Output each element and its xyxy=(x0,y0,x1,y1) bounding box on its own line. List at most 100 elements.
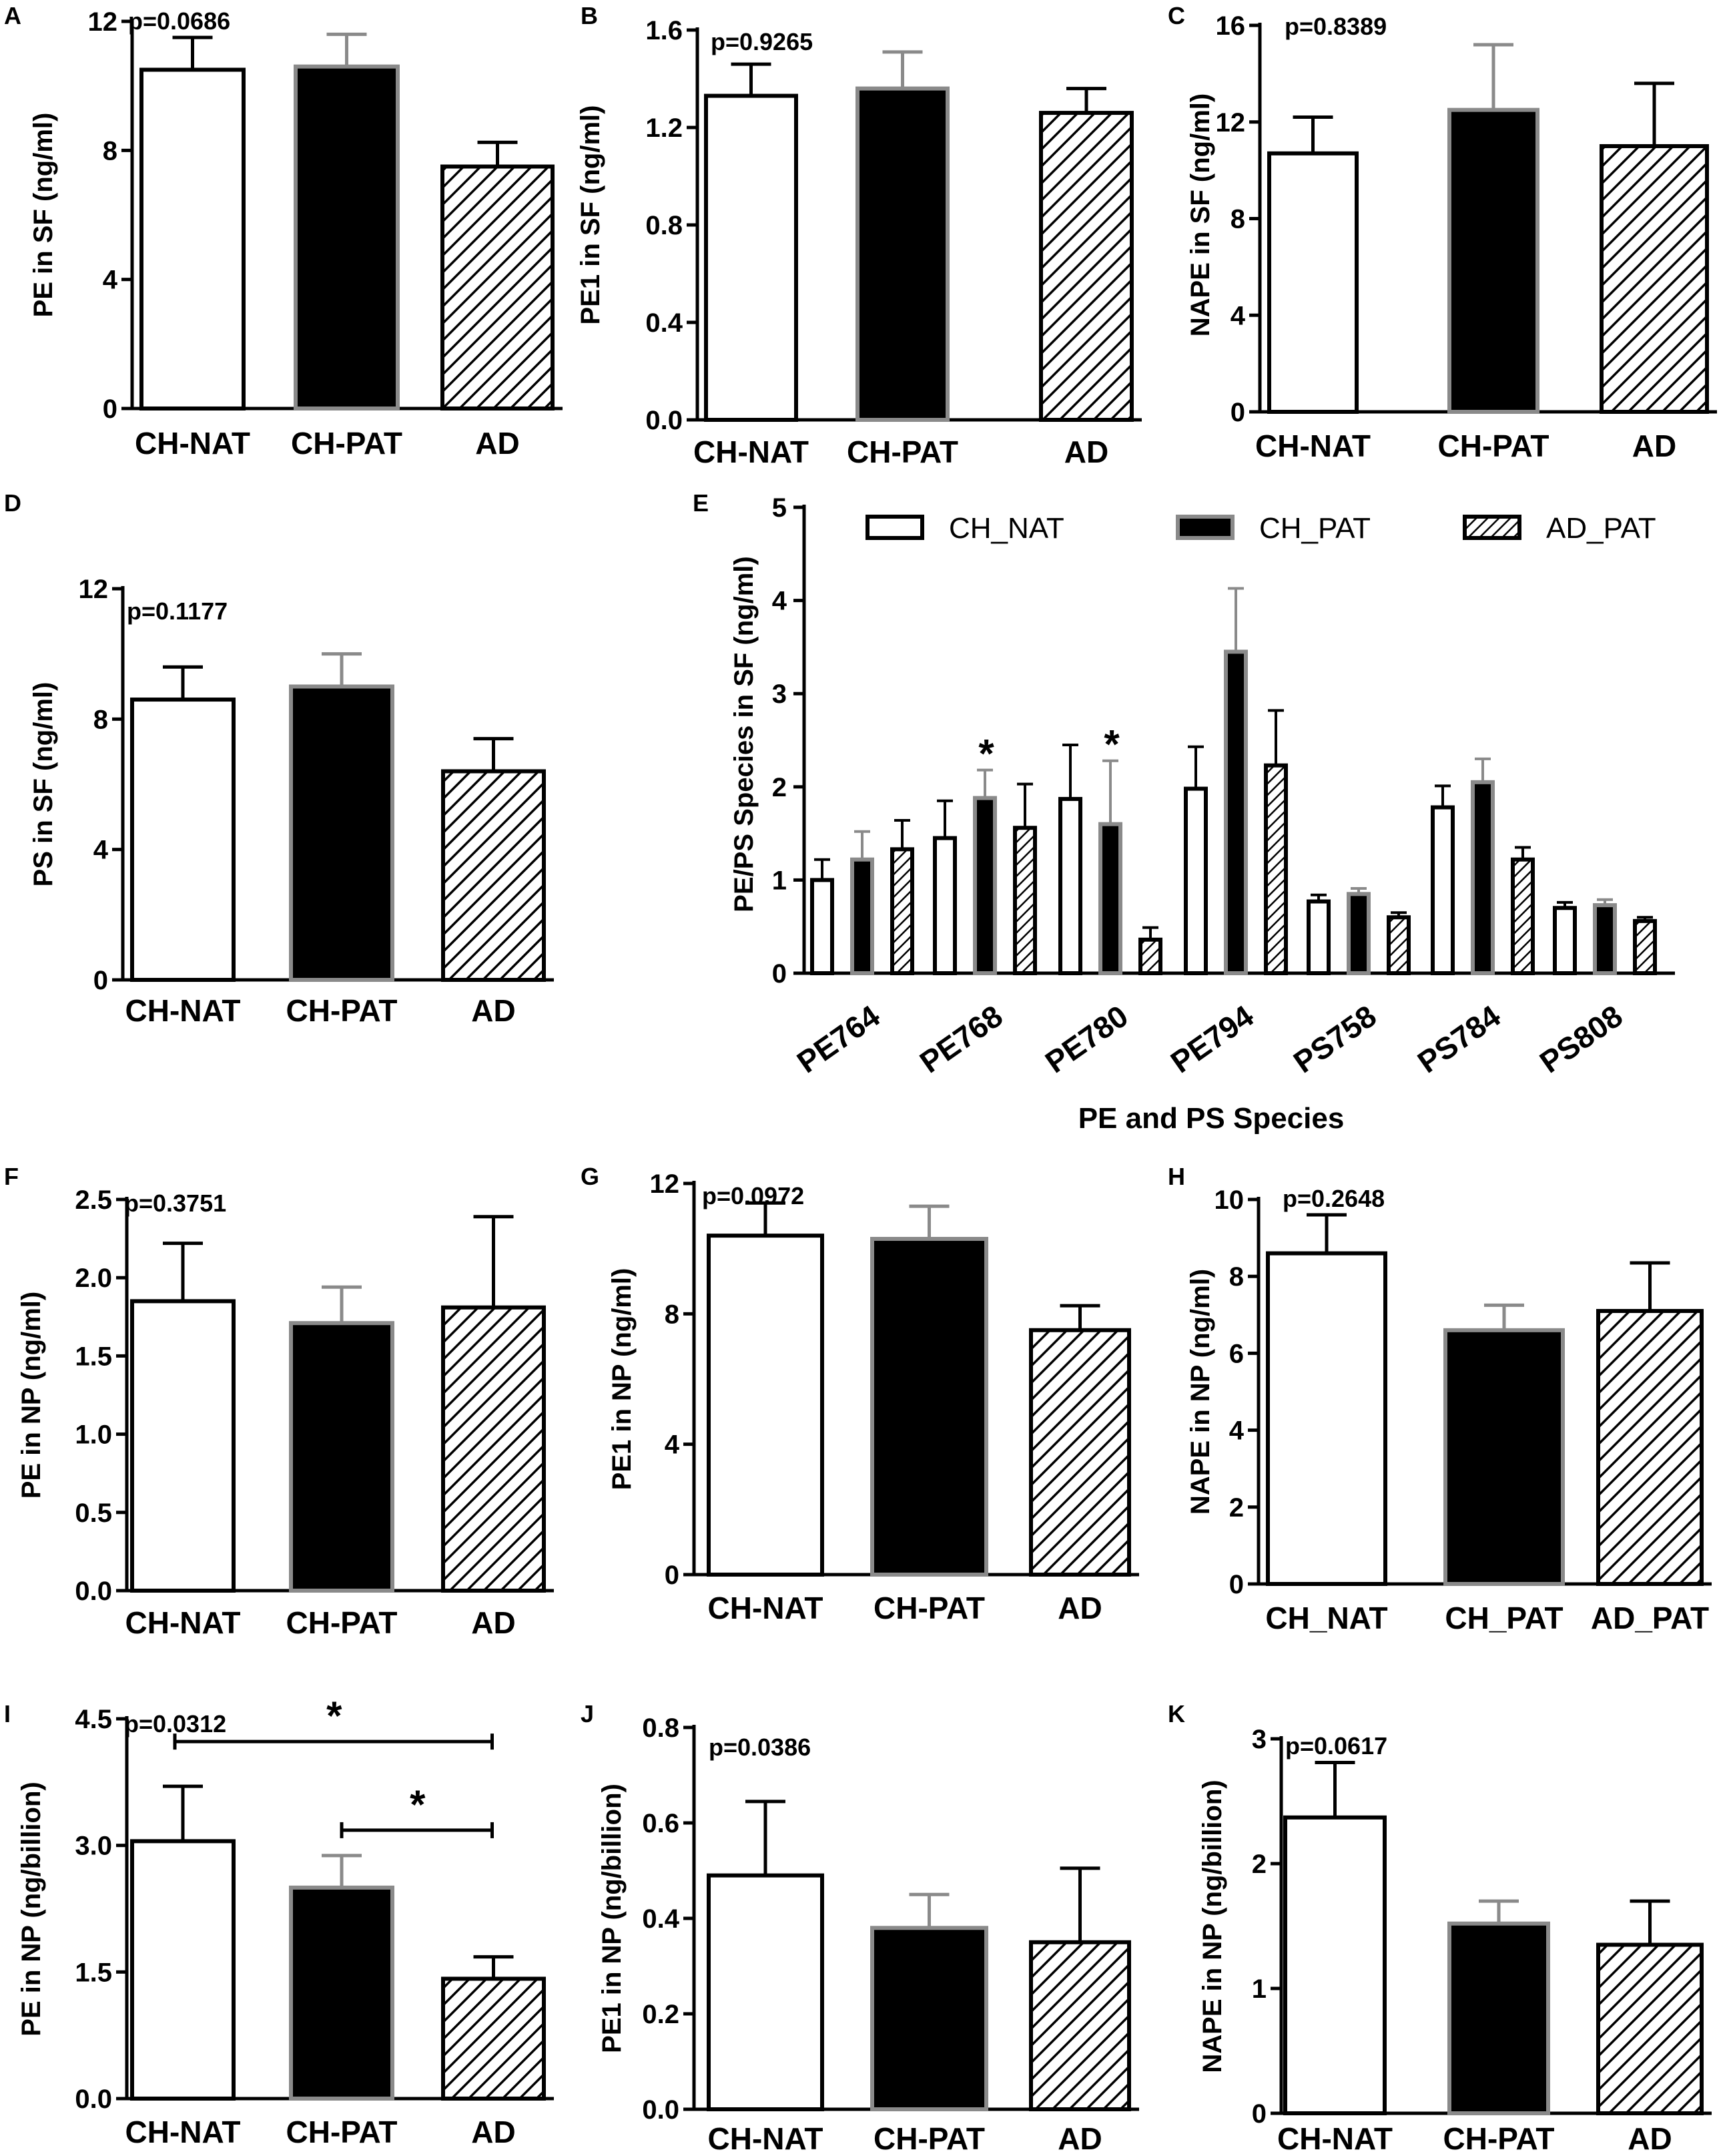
y-tick-label: 1.6 xyxy=(645,16,683,45)
category-label: PE768 xyxy=(914,999,1009,1080)
bar-ch-pat xyxy=(1447,107,1539,414)
bar-ch-nat xyxy=(707,1873,824,2111)
category-label: AD_PAT xyxy=(1591,1601,1709,1635)
bar-ad-pat-pe780 xyxy=(1138,937,1162,976)
panel-letter: I xyxy=(4,1700,11,1727)
panel-f: F 0.0 0.5 1.0 1.5 2.0 2.5 PE in NP (ng/ml) p=0.3… xyxy=(4,1163,554,1640)
bar-ad-pat-ps808 xyxy=(1633,918,1657,975)
y-axis-label: PE/PS Species in SF (ng/ml) xyxy=(729,556,759,912)
bar-ch-nat-pe764 xyxy=(810,878,834,976)
panel-i: I 0.0 1.5 3.0 4.5 PE in NP (ng/billion) p=0.03… xyxy=(4,1693,554,2149)
bar-ch-nat xyxy=(1283,1815,1387,2116)
category-label: AD xyxy=(1058,2121,1102,2156)
panel-letter: G xyxy=(581,1163,599,1190)
y-tick-label: 4 xyxy=(93,836,109,865)
bar-ch-pat-ps784 xyxy=(1471,780,1495,975)
y-tick-label: 0.8 xyxy=(645,211,683,240)
legend-item-ad-pat: AD_PAT xyxy=(1463,512,1656,545)
y-tick-label: 12 xyxy=(88,7,118,37)
y-tick-label: 0 xyxy=(1252,2099,1267,2129)
bar-ch-pat xyxy=(289,1321,394,1593)
y-tick-label: 0 xyxy=(772,959,787,989)
significance-star: * xyxy=(978,732,994,776)
y-tick-label: 0.4 xyxy=(645,308,683,338)
y-tick-label: 2.0 xyxy=(75,1264,112,1293)
y-axis-label: PE1 in SF (ng/ml) xyxy=(576,105,605,325)
y-tick-label: 0.2 xyxy=(642,2000,679,2029)
category-label: CH_PAT xyxy=(1445,1601,1563,1635)
category-label: CH-PAT xyxy=(1438,429,1549,463)
bar-ad-pat-pe764 xyxy=(890,847,914,976)
p-value: p=0.0312 xyxy=(124,1710,226,1737)
y-axis-label: NAPE in NP (ng/ml) xyxy=(1186,1269,1215,1515)
y-tick-label: 3 xyxy=(1252,1725,1267,1754)
legend-swatch xyxy=(1463,515,1521,540)
category-label: CH-PAT xyxy=(286,1605,398,1640)
category-label: CH-PAT xyxy=(874,2121,985,2156)
y-tick-label: 0.0 xyxy=(642,2095,679,2125)
category-label: PE794 xyxy=(1164,998,1260,1079)
p-value: p=0.0686 xyxy=(128,7,230,35)
category-label: AD xyxy=(1632,429,1676,463)
category-label: CH-PAT xyxy=(291,426,402,461)
panel-letter: C xyxy=(1168,2,1185,29)
bar-ch-nat-pe768 xyxy=(933,836,957,975)
y-tick-label: 16 xyxy=(1216,11,1246,41)
y-axis-label: NAPE in SF (ng/ml) xyxy=(1186,93,1215,336)
category-label: CH-NAT xyxy=(125,1605,241,1640)
bar-ch-pat xyxy=(855,86,950,422)
y-tick-label: 0 xyxy=(103,394,117,424)
y-tick-label: 0.8 xyxy=(642,1713,679,1743)
bar-ad xyxy=(441,1305,546,1593)
y-tick-label: 8 xyxy=(93,705,108,734)
bar-ch-pat xyxy=(870,1237,988,1577)
y-tick-label: 4 xyxy=(1231,301,1246,330)
bar-ch-pat xyxy=(1443,1328,1565,1586)
bar-ch-nat-ps784 xyxy=(1431,805,1455,975)
category-label: CH-NAT xyxy=(125,993,241,1028)
bar-ch-pat xyxy=(1447,1921,1550,2115)
panel-letter: K xyxy=(1168,1700,1185,1727)
panel-letter: J xyxy=(581,1700,594,1727)
y-tick-label: 5 xyxy=(772,493,787,523)
bar-ch-pat xyxy=(289,1885,394,2101)
bar-ad-pat-ps758 xyxy=(1387,915,1411,975)
bar-ch-pat-ps808 xyxy=(1593,903,1617,976)
panel-g: G 0 4 8 12 PE1 in NP (ng/ml) p=0.0972 CH-NAT CH-… xyxy=(581,1163,1139,1625)
p-value: p=0.1177 xyxy=(127,597,228,625)
legend-item-ch-pat: CH_PAT xyxy=(1176,512,1371,545)
y-axis-label: PS in SF (ng/ml) xyxy=(29,682,58,887)
panel-e: E 0 1 2 3 4 5 PE/PS Species in SF (ng/ml) PE and… xyxy=(693,489,1675,1135)
y-tick-label: 12 xyxy=(79,575,109,604)
y-tick-label: 6 xyxy=(1229,1339,1244,1368)
significance-star: * xyxy=(326,1693,342,1738)
bar-ch-nat xyxy=(130,1299,236,1593)
y-tick-label: 0 xyxy=(665,1561,679,1590)
legend-item-ch-nat: CH_NAT xyxy=(865,512,1064,545)
category-label: PS758 xyxy=(1287,999,1383,1080)
bar-ch-nat xyxy=(130,698,236,982)
y-tick-label: 4 xyxy=(1229,1416,1245,1446)
p-value: p=0.0386 xyxy=(709,1733,811,1761)
bar-ch-nat xyxy=(1266,1251,1387,1586)
category-label: CH-NAT xyxy=(1255,429,1371,463)
y-tick-label: 8 xyxy=(103,136,117,166)
bar-ad-pat-pe794 xyxy=(1264,763,1288,976)
bar-ch-nat-ps808 xyxy=(1553,906,1577,976)
x-axis-label: PE and PS Species xyxy=(1078,1102,1345,1135)
panel-letter: A xyxy=(4,2,21,29)
bar-ch-pat xyxy=(870,1926,988,2112)
y-tick-label: 12 xyxy=(1216,108,1246,138)
y-axis-label: PE in NP (ng/billion) xyxy=(17,1782,46,2036)
y-tick-label: 10 xyxy=(1214,1185,1245,1215)
category-label: CH-NAT xyxy=(1277,2121,1393,2156)
y-tick-label: 1.5 xyxy=(75,1958,112,1987)
p-value: p=0.0972 xyxy=(702,1182,804,1209)
bar-ch-nat xyxy=(707,1234,824,1577)
panel-a: A 0 4 8 12 PE in SF (ng/ml) p=0.0686 CH-NAT CH-P… xyxy=(4,2,563,461)
y-tick-label: 0 xyxy=(93,966,108,995)
legend-swatch xyxy=(1176,515,1235,540)
y-tick-label: 0.6 xyxy=(642,1809,679,1838)
panel-c: C 0 4 8 12 16 NAPE in SF (ng/ml) p=0.8389 CH-NAT… xyxy=(1168,2,1717,463)
y-tick-label: 0.0 xyxy=(645,406,683,435)
